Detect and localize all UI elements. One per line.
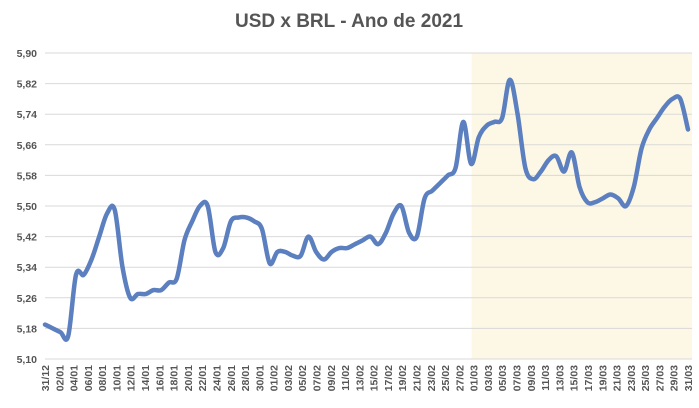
- x-tick-label: 25/02: [440, 365, 452, 391]
- x-tick-label: 19/02: [397, 365, 409, 391]
- y-tick-label: 5,74: [17, 109, 38, 121]
- y-tick-label: 5,50: [17, 201, 38, 213]
- chart-title: USD x BRL - Ano de 2021: [235, 11, 463, 32]
- x-tick-label: 13/03: [554, 365, 566, 391]
- y-tick-label: 5,26: [17, 293, 38, 305]
- x-tick-label: 15/03: [569, 365, 581, 391]
- x-tick-label: 23/03: [626, 365, 638, 391]
- y-tick-label: 5,42: [17, 232, 38, 244]
- y-tick-label: 5,58: [17, 170, 38, 182]
- y-tick-label: 5,90: [17, 48, 38, 60]
- x-tick-label: 03/02: [283, 365, 295, 391]
- x-tick-label: 17/02: [383, 365, 395, 391]
- x-tick-label: 18/01: [169, 365, 181, 391]
- x-tick-label: 12/01: [126, 365, 138, 391]
- y-tick-label: 5,66: [17, 140, 38, 152]
- y-tick-label: 5,10: [17, 354, 38, 366]
- x-tick-label: 09/03: [526, 365, 538, 391]
- x-tick-label: 29/03: [669, 365, 681, 391]
- x-tick-label: 22/01: [197, 365, 209, 391]
- x-tick-label: 16/01: [154, 365, 166, 391]
- x-tick-label: 09/02: [326, 365, 338, 391]
- y-tick-label: 5,82: [17, 79, 38, 91]
- x-tick-label: 21/02: [412, 365, 424, 391]
- x-tick-label: 24/01: [211, 365, 223, 391]
- usd-brl-series-line: [42, 77, 691, 342]
- x-tick-label: 20/01: [183, 365, 195, 391]
- y-tick-label: 5,34: [17, 262, 38, 274]
- x-tick-label: 06/01: [83, 365, 95, 391]
- x-tick-label: 05/02: [297, 365, 309, 391]
- y-tick-label: 5,18: [17, 323, 38, 335]
- x-tick-label: 25/03: [640, 365, 652, 391]
- x-tick-label: 01/03: [469, 365, 481, 391]
- x-tick-label: 05/03: [497, 365, 509, 391]
- x-tick-label: 03/03: [483, 365, 495, 391]
- x-tick-label: 31/12: [40, 365, 52, 391]
- x-tick-label: 27/02: [454, 365, 466, 391]
- x-tick-label: 31/03: [683, 365, 695, 391]
- x-tick-label: 27/03: [654, 365, 666, 391]
- x-tick-label: 23/02: [426, 365, 438, 391]
- x-tick-label: 26/01: [226, 365, 238, 391]
- x-tick-label: 07/03: [512, 365, 524, 391]
- x-tick-label: 19/03: [597, 365, 609, 391]
- x-tick-label: 08/01: [97, 365, 109, 391]
- x-tick-label: 17/03: [583, 365, 595, 391]
- x-tick-label: 11/02: [340, 365, 352, 391]
- x-tick-label: 30/01: [254, 365, 266, 391]
- x-tick-label: 28/01: [240, 365, 252, 391]
- x-tick-label: 15/02: [369, 365, 381, 391]
- x-tick-label: 21/03: [612, 365, 624, 391]
- x-tick-label: 13/02: [354, 365, 366, 391]
- x-tick-label: 10/01: [111, 365, 123, 391]
- x-tick-label: 07/02: [311, 365, 323, 391]
- x-tick-label: 14/01: [140, 365, 152, 391]
- x-tick-label: 02/01: [54, 365, 66, 391]
- x-tick-label: 01/02: [269, 365, 281, 391]
- x-tick-label: 11/03: [540, 365, 552, 391]
- x-tick-label: 04/01: [69, 365, 81, 391]
